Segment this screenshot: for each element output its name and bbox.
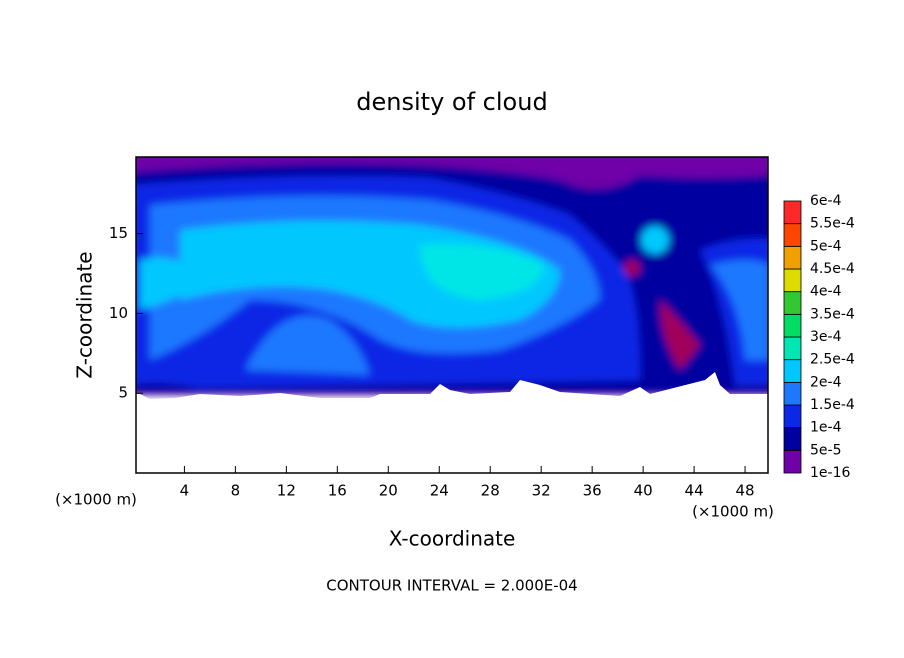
colorbar-label: 5e-5 — [810, 442, 841, 458]
colorbar-label: 5e-4 — [810, 238, 842, 254]
colorbar-label: 1e-16 — [810, 465, 850, 481]
x-tick-label: 28 — [481, 482, 500, 500]
x-unit-label: (×1000 m) — [55, 491, 137, 509]
colorbar-label: 3e-4 — [810, 329, 842, 345]
x-tick-label: 20 — [379, 482, 398, 500]
colorbar-label: 1.5e-4 — [810, 397, 855, 413]
x-tick-label: 12 — [277, 482, 296, 500]
x-tick-label: 40 — [634, 482, 653, 500]
colorbar-box — [783, 200, 802, 225]
colorbar-box — [783, 245, 802, 270]
contour-field — [136, 157, 768, 473]
colorbar-label: 4e-4 — [810, 284, 842, 300]
footer: CONTOUR INTERVAL = 2.000E-04 — [326, 577, 577, 595]
x-tick-label: 36 — [583, 482, 602, 500]
colorbar-label: 4.5e-4 — [810, 261, 855, 277]
x-axis-label: X-coordinate — [389, 527, 516, 551]
colorbar-label: 1e-4 — [810, 420, 842, 436]
colorbar-box — [783, 291, 802, 315]
x-tick-label: 48 — [736, 482, 755, 500]
colorbar-box — [783, 313, 802, 338]
colorbar-box — [783, 427, 802, 451]
y-tick-label: 15 — [109, 224, 128, 242]
x-tick-label: 4 — [180, 482, 190, 500]
y-tick-label: 5 — [118, 384, 128, 402]
colorbar-box — [783, 223, 802, 247]
plot-frame — [135, 156, 769, 474]
y-axis-label: Z-coordinate — [73, 251, 97, 378]
colorbar-box — [783, 359, 802, 383]
colorbar-label: 5.5e-4 — [810, 216, 855, 232]
colorbar-label: 2.5e-4 — [810, 352, 855, 368]
y-tick-label: 10 — [109, 304, 128, 322]
chart-title: density of cloud — [356, 88, 547, 116]
colorbar-box — [783, 336, 802, 361]
x-tick-label: 24 — [430, 482, 449, 500]
colorbar-box — [783, 381, 802, 406]
colorbar-box — [783, 404, 802, 429]
x-unit-label: (×1000 m) — [692, 503, 774, 521]
x-tick-label: 8 — [231, 482, 241, 500]
colorbar-label: 6e-4 — [810, 193, 842, 209]
x-tick-label: 32 — [532, 482, 551, 500]
colorbar-box — [783, 449, 802, 474]
colorbar-box — [783, 268, 802, 293]
colorbar-label: 3.5e-4 — [810, 306, 855, 322]
x-tick-label: 44 — [685, 482, 704, 500]
x-tick-label: 16 — [328, 482, 347, 500]
colorbar-label: 2e-4 — [810, 374, 842, 390]
